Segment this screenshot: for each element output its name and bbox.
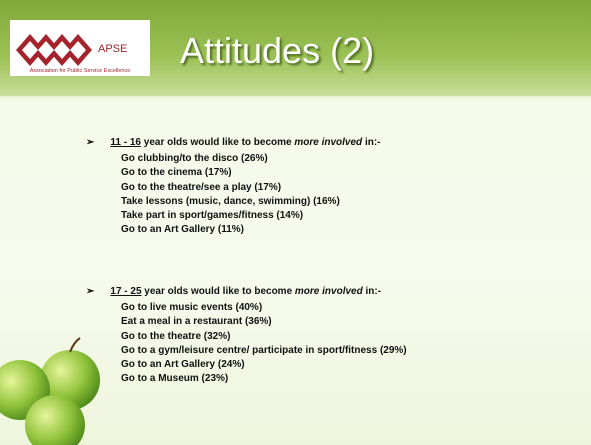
list-item: Go to the cinema (17%) — [121, 166, 381, 180]
apples-image — [0, 330, 110, 445]
list-item: Take part in sport/games/fitness (14%) — [121, 209, 381, 223]
slide: APSE Association for Public Service Exce… — [0, 0, 591, 445]
heading-text: in:- — [362, 137, 380, 148]
list-item: Go to the theatre (32%) — [121, 330, 407, 344]
heading: 17 - 25 year olds would like to become m… — [110, 286, 381, 297]
list-item: Go to a Museum (23%) — [121, 372, 407, 386]
logo-mark: APSE Association for Public Service Exce… — [10, 20, 150, 76]
list-item: Go to live music events (40%) — [121, 301, 407, 315]
logo-caption: Association for Public Service Excellenc… — [30, 68, 131, 74]
age-range: 11 - 16 — [110, 137, 141, 148]
heading-text: year olds would like to become — [142, 286, 295, 297]
list-item: Eat a meal in a restaurant (36%) — [121, 315, 407, 329]
list-item: Go clubbing/to the disco (26%) — [121, 152, 381, 166]
logo-text: APSE — [98, 43, 127, 55]
title: Attitudes (2) — [180, 30, 374, 72]
list-item: Go to an Art Gallery (24%) — [121, 358, 407, 372]
age-range: 17 - 25 — [110, 286, 141, 297]
heading: 11 - 16 year olds would like to become m… — [110, 137, 380, 148]
list-item: Go to the theatre/see a play (17%) — [121, 181, 381, 195]
item-list: Go to live music events (40%)Eat a meal … — [121, 301, 407, 387]
section: ➢ 17 - 25 year olds would like to become … — [86, 286, 407, 387]
section: ➢ 11 - 16 year olds would like to become … — [86, 137, 381, 238]
heading-text: year olds would like to become — [141, 137, 294, 148]
heading-text: in:- — [363, 286, 381, 297]
list-item: Go to a gym/leisure centre/ participate … — [121, 344, 407, 358]
bullet: ➢ — [86, 137, 94, 148]
list-item: Go to an Art Gallery (11%) — [121, 223, 381, 237]
bullet: ➢ — [86, 286, 94, 297]
item-list: Go clubbing/to the disco (26%)Go to the … — [121, 152, 381, 238]
list-item: Take lessons (music, dance, swimming) (1… — [121, 195, 381, 209]
emphasis: more involved — [294, 137, 362, 148]
emphasis: more involved — [295, 286, 363, 297]
logo: APSE Association for Public Service Exce… — [10, 20, 150, 76]
